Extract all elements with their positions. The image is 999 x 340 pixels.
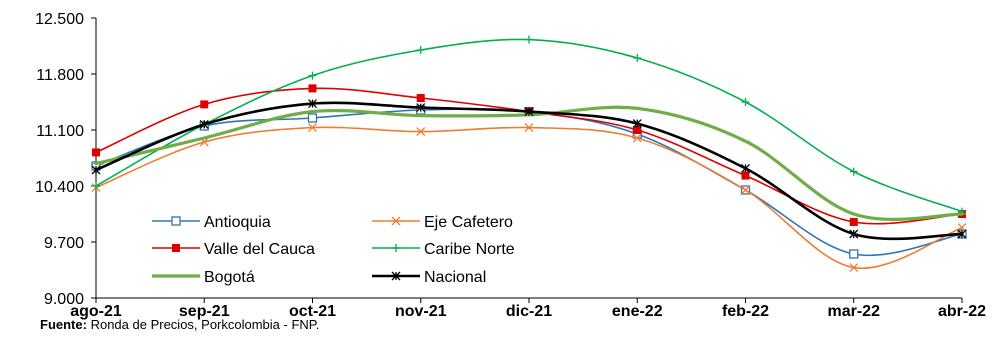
legend-label: Caribe Norte [424,241,515,258]
data-point [741,185,750,195]
data-point [957,229,967,239]
y-tick-label: 12.500 [35,11,84,28]
x-tick-label: nov-21 [395,303,447,320]
x-tick-label: feb-22 [722,303,769,320]
data-point [308,99,317,109]
data-point [741,98,750,106]
y-tick-label: 11.100 [36,123,84,140]
legend-swatch-marker [171,216,181,226]
data-point [524,107,534,117]
data-point [632,133,642,143]
series-line [95,38,963,213]
data-point [741,163,750,173]
axes: 9.000 9.700 10.400 11.100 11.800 12.500 ago-21… [35,11,986,320]
data-point [200,100,209,109]
legend-label: Antioquia [204,214,271,231]
legend-swatch-marker [391,216,401,226]
data-point [849,218,858,226]
data-point [741,171,750,180]
legend-label: Nacional [424,269,486,286]
data-point [849,249,859,259]
data-point [957,223,967,233]
data-point [416,127,426,137]
data-point [416,94,425,102]
data-point [416,46,425,54]
y-tick-label: 10.400 [35,179,84,196]
legend-item-valle-del-cauca: Valle del Cauca [152,241,315,258]
legend: Antioquia Eje Cafetero Valle del Cauca Cari… [152,214,515,286]
legend-label: Valle del Cauca [204,241,315,258]
data-point [524,123,534,133]
data-point [416,103,426,113]
source-text: Ronda de Precios, Porkcolombia - FNP. [90,317,320,332]
legend-item-nacional: Nacional [372,269,486,286]
legend-item-antioquia: Antioquia [152,214,271,231]
data-point [199,119,209,129]
data-point [307,113,318,123]
data-point [849,263,859,273]
x-tick-label: mar-22 [828,303,881,320]
data-point [92,148,100,157]
series-nacional [91,99,967,241]
legend-item-eje-cafetero: Eje Cafetero [372,214,513,231]
y-tick-label: 9.700 [44,235,84,252]
legend-label: Bogotá [204,269,255,286]
data-point [849,167,858,176]
source-note: Fuente: Ronda de Precios, Porkcolombia -… [40,317,319,333]
data-point [633,54,642,62]
series-lines [91,35,967,273]
data-point [308,123,317,133]
x-tick-label: ene-22 [612,303,663,320]
x-tick-label: sep-21 [179,303,230,320]
legend-swatch-marker [391,271,401,281]
source-label: Fuente: [40,317,87,332]
y-tick-label: 11.800 [36,67,84,84]
data-point [308,71,317,80]
series-antioquia [91,105,967,259]
legend-swatch-marker [172,244,180,252]
y-tick-label: 9.000 [44,291,84,308]
x-tick-label: dic-21 [506,303,552,320]
series-line [94,105,964,221]
legend-label: Eje Cafetero [424,214,513,231]
data-point [525,35,533,44]
x-tick-label: ago-21 [70,303,122,320]
series-caribe-norte [92,35,966,216]
x-tick-label: oct-21 [289,303,336,320]
x-tick-label: abr-22 [938,303,986,320]
data-point [849,229,859,239]
legend-item-caribe-norte: Caribe Norte [372,241,515,258]
data-point [632,119,642,129]
data-point [92,182,100,190]
series-bogota [92,105,966,221]
legend-swatch-marker [392,244,400,252]
data-point [91,165,101,175]
legend-item-bogota: Bogotá [152,269,255,286]
data-point [308,84,317,93]
